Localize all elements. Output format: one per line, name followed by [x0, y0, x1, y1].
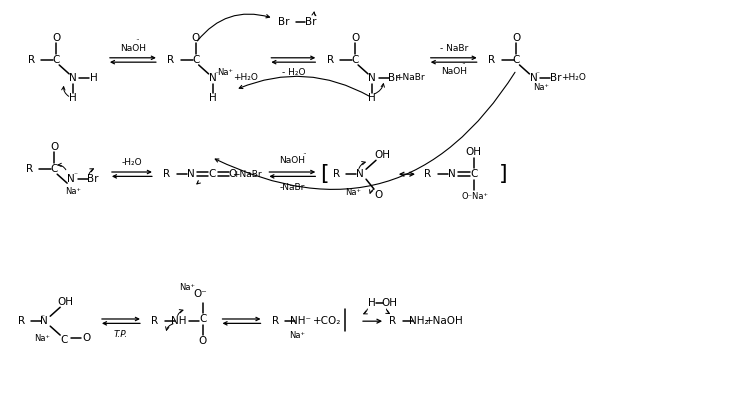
Text: H: H — [70, 93, 77, 103]
Text: C: C — [52, 55, 60, 65]
Text: Na⁺: Na⁺ — [34, 334, 50, 343]
Text: ⁻: ⁻ — [73, 170, 77, 180]
Text: Na⁺: Na⁺ — [534, 83, 550, 92]
Text: OH: OH — [381, 298, 397, 308]
Text: NH₂: NH₂ — [409, 316, 429, 326]
Text: +NaBr: +NaBr — [231, 170, 262, 179]
Text: ⁻: ⁻ — [535, 69, 540, 78]
Text: C: C — [470, 169, 477, 179]
Text: R: R — [333, 169, 339, 179]
Text: N: N — [67, 174, 75, 184]
Text: C: C — [352, 55, 359, 65]
Text: ⁻: ⁻ — [215, 69, 218, 78]
Text: OH: OH — [57, 297, 73, 307]
Text: +NaOH: +NaOH — [426, 316, 464, 326]
Text: H: H — [368, 93, 376, 103]
Text: -NaBr: -NaBr — [280, 183, 305, 191]
Text: NH: NH — [171, 316, 187, 326]
Text: Na⁺: Na⁺ — [65, 187, 81, 196]
Text: O: O — [228, 169, 237, 179]
Text: R: R — [151, 316, 159, 326]
Text: ]: ] — [499, 164, 508, 184]
Text: +H₂O: +H₂O — [233, 74, 258, 82]
Text: R: R — [17, 316, 25, 326]
Text: O: O — [374, 190, 382, 200]
Text: R: R — [26, 164, 33, 174]
Text: NaOH: NaOH — [120, 44, 146, 53]
Text: Na⁺: Na⁺ — [290, 330, 305, 340]
Text: +CO₂: +CO₂ — [313, 316, 342, 326]
Text: R: R — [167, 55, 175, 65]
Text: N: N — [187, 169, 194, 179]
Text: Na⁺: Na⁺ — [345, 187, 361, 197]
Text: ··: ·· — [302, 150, 307, 159]
Text: OH: OH — [374, 150, 390, 160]
Text: Br: Br — [278, 17, 290, 27]
Text: N: N — [40, 316, 48, 326]
Text: C: C — [208, 169, 215, 179]
Text: O: O — [191, 33, 200, 43]
Text: O⁻: O⁻ — [194, 289, 208, 299]
Text: O: O — [82, 333, 90, 343]
Text: O: O — [513, 33, 521, 43]
Text: Na⁺: Na⁺ — [178, 283, 195, 292]
Text: C: C — [513, 55, 520, 65]
Text: NaOH: NaOH — [441, 67, 466, 76]
Text: H: H — [368, 298, 376, 308]
Text: OH: OH — [466, 147, 482, 157]
Text: Br: Br — [550, 73, 561, 83]
Text: R: R — [327, 55, 333, 65]
Text: - H₂O: - H₂O — [281, 68, 305, 78]
Text: N: N — [368, 73, 376, 83]
Text: Br: Br — [305, 17, 317, 27]
Text: +H₂O: +H₂O — [561, 74, 586, 82]
Text: O: O — [351, 33, 359, 43]
Text: [: [ — [320, 164, 329, 184]
Text: O: O — [50, 142, 58, 152]
Text: NH⁻: NH⁻ — [290, 316, 311, 326]
Text: R: R — [272, 316, 279, 326]
Text: C: C — [60, 335, 68, 345]
Text: N: N — [209, 73, 216, 83]
Text: Br: Br — [87, 174, 99, 184]
Text: R: R — [389, 316, 396, 326]
Text: H: H — [90, 73, 98, 83]
Text: T.P.: T.P. — [114, 330, 128, 339]
Text: NaOH: NaOH — [279, 156, 305, 165]
Text: C: C — [192, 55, 200, 65]
Text: O: O — [199, 336, 207, 346]
Text: Br: Br — [388, 73, 400, 83]
Text: N: N — [448, 169, 456, 179]
Text: R: R — [28, 55, 35, 65]
Text: R: R — [163, 169, 170, 179]
Text: ⁻: ⁻ — [40, 313, 45, 322]
Text: C: C — [51, 164, 58, 174]
Text: N: N — [529, 73, 538, 83]
Text: C: C — [199, 314, 206, 324]
Text: O: O — [52, 33, 60, 43]
Text: -H₂O: -H₂O — [122, 158, 142, 167]
Text: Na⁺: Na⁺ — [218, 68, 234, 78]
Text: +NaBr: +NaBr — [395, 74, 425, 82]
Text: N: N — [70, 73, 77, 83]
Text: H: H — [209, 93, 216, 103]
Text: R: R — [424, 169, 432, 179]
Text: O⁻Na⁺: O⁻Na⁺ — [461, 191, 488, 200]
Text: - NaBr: - NaBr — [439, 44, 468, 53]
Text: N: N — [356, 169, 364, 179]
Text: R: R — [488, 55, 495, 65]
Text: ··: ·· — [461, 61, 466, 69]
Text: ··: ·· — [135, 37, 141, 46]
